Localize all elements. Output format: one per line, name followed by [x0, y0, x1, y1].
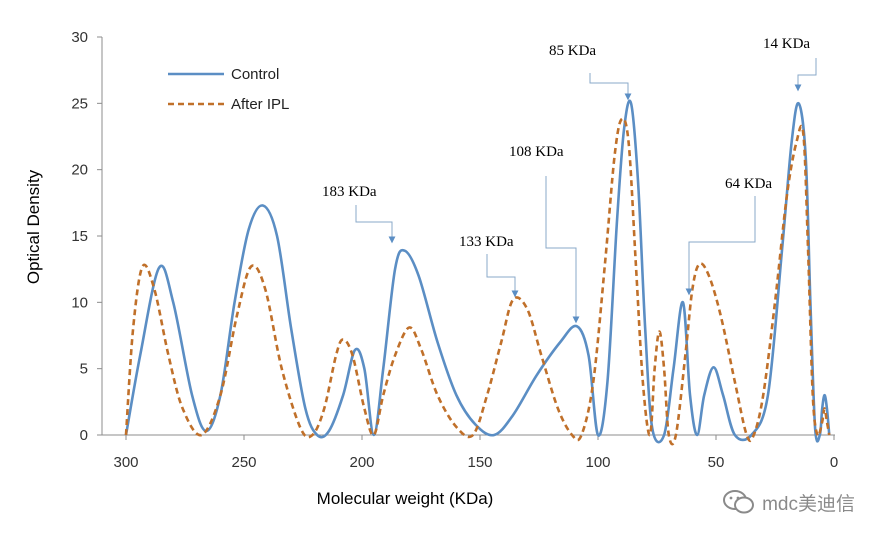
- watermark: mdc美迪信: [722, 488, 855, 516]
- annotation-label: 133 KDa: [459, 234, 514, 250]
- x-tick-label: 250: [231, 454, 256, 471]
- annotation-arrow: [685, 196, 756, 296]
- x-tick-label: 50: [708, 454, 725, 471]
- y-tick-label: 0: [80, 427, 88, 444]
- legend: Control After IPL: [168, 66, 289, 113]
- y-tick-label: 20: [71, 162, 88, 179]
- y-tick-label: 30: [71, 29, 88, 46]
- annotation-arrow: [545, 176, 580, 324]
- legend-label: After IPL: [231, 96, 289, 113]
- annotation-label: 14 KDa: [763, 36, 810, 52]
- y-tick-label: 15: [71, 228, 88, 245]
- annotations-layer: 183 KDa 133 KDa 108 KDa 85 KDa 64 KDa 14 KDa: [322, 36, 817, 324]
- annotation-label: 108 KDa: [509, 144, 564, 160]
- watermark-text: mdc美迪信: [762, 493, 855, 515]
- annotation-arrow: [355, 205, 396, 244]
- x-axis-title: Molecular weight (KDa): [317, 489, 494, 508]
- series-line-control: [124, 99, 831, 444]
- x-tick-label: 300: [113, 454, 138, 471]
- x-tick-label: 100: [585, 454, 610, 471]
- wechat-icon: [723, 490, 755, 514]
- x-tick-label: 200: [349, 454, 374, 471]
- series-layer: [124, 99, 831, 446]
- x-tick-label: 150: [467, 454, 492, 471]
- annotation-arrow: [589, 73, 632, 101]
- annotation-label: 183 KDa: [322, 184, 377, 200]
- x-tick-label: 0: [830, 454, 838, 471]
- series-line-after-ipl: [124, 117, 831, 446]
- y-tick-label: 5: [80, 361, 88, 378]
- annotation-arrow: [794, 58, 817, 92]
- y-axis-title: Optical Density: [24, 169, 43, 284]
- annotation-arrow: [486, 254, 519, 298]
- legend-label: Control: [231, 66, 279, 83]
- y-tick-label: 25: [71, 95, 88, 112]
- axes-layer: 0 5 10 15 20 25 30 300 250 200 150 100 50 0: [71, 29, 838, 471]
- annotation-label: 85 KDa: [549, 43, 596, 59]
- annotation-label: 64 KDa: [725, 176, 772, 192]
- y-tick-label: 10: [71, 294, 88, 311]
